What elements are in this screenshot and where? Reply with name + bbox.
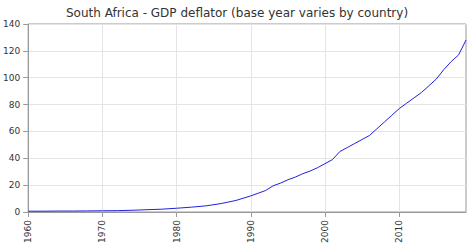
svg-text:80: 80 [9, 100, 21, 110]
svg-text:0: 0 [14, 207, 20, 217]
svg-text:100: 100 [3, 73, 20, 83]
svg-text:2000: 2000 [320, 220, 330, 243]
svg-text:40: 40 [9, 153, 21, 163]
svg-text:60: 60 [9, 126, 21, 136]
svg-text:2010: 2010 [394, 220, 404, 243]
svg-text:1980: 1980 [172, 220, 182, 243]
svg-text:20: 20 [9, 180, 21, 190]
svg-text:1990: 1990 [246, 220, 256, 243]
svg-text:1960: 1960 [23, 220, 33, 243]
svg-text:120: 120 [3, 46, 20, 56]
svg-text:South Africa - GDP deflator (b: South Africa - GDP deflator (base year v… [66, 6, 408, 20]
svg-text:140: 140 [3, 19, 20, 29]
svg-text:1970: 1970 [97, 220, 107, 243]
